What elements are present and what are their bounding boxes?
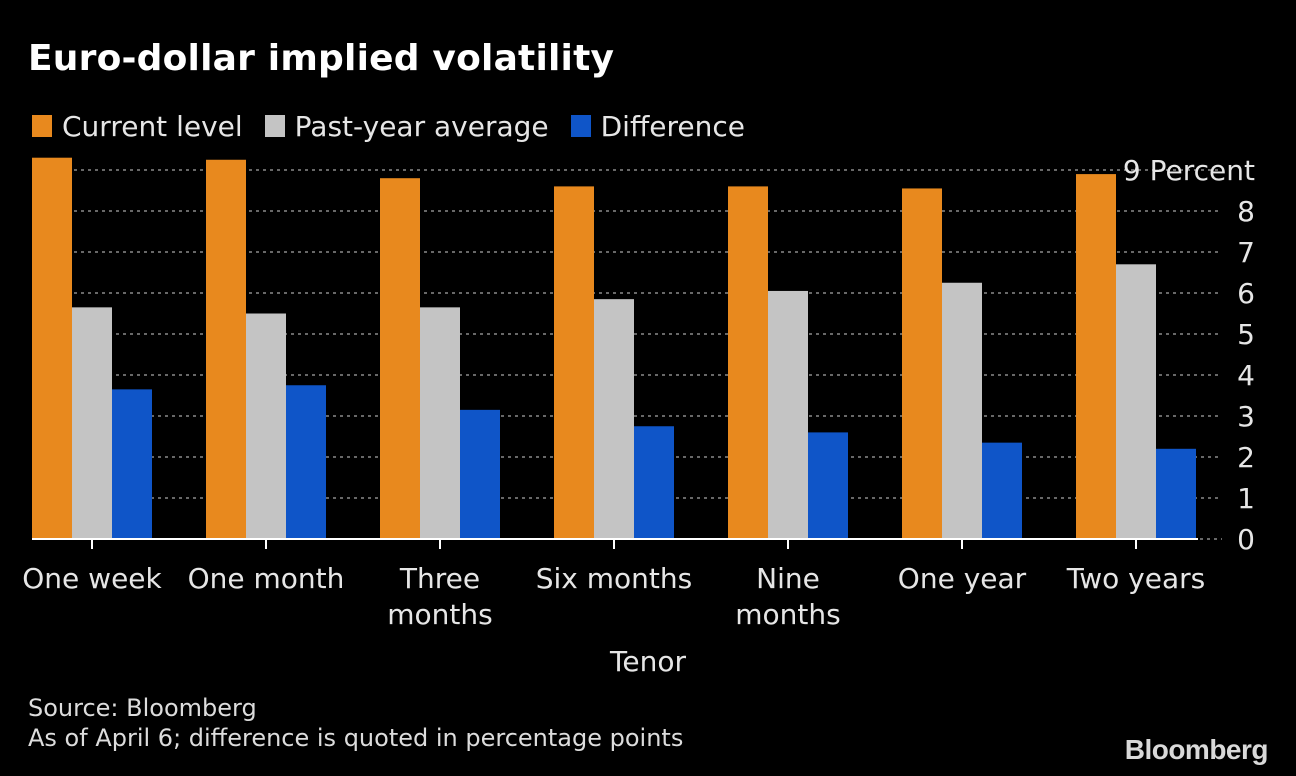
y-tick-label: 1: [1237, 482, 1255, 515]
x-tick-label: One week: [22, 562, 162, 595]
x-axis-title: Tenor: [609, 645, 686, 678]
y-tick-label: 2: [1237, 441, 1255, 474]
chart-title: Euro-dollar implied volatility: [28, 38, 615, 79]
bar-current-level: [32, 157, 72, 539]
x-tick-label: Nine: [756, 562, 820, 595]
bar-difference: [460, 409, 500, 539]
legend-item-current-level: Current level: [32, 110, 243, 143]
x-tick-label: months: [387, 598, 492, 631]
source-text: Source: Bloomberg: [28, 694, 257, 722]
chart-legend: Current level Past-year average Differen…: [32, 108, 767, 144]
legend-label-past-year-average: Past-year average: [294, 109, 549, 143]
y-tick-label: 5: [1237, 318, 1255, 351]
legend-label-current-level: Current level: [62, 109, 243, 143]
bar-past-year-average: [246, 313, 286, 539]
legend-item-difference: Difference: [570, 109, 745, 143]
bar-current-level: [380, 178, 420, 539]
x-tick-label: Three: [399, 562, 480, 595]
bar-past-year-average: [420, 307, 460, 539]
legend-swatch-current-level: [32, 115, 52, 137]
bloomberg-logo: Bloomberg: [1124, 734, 1269, 765]
bar-current-level: [206, 159, 246, 539]
bar-difference: [1156, 448, 1196, 539]
y-tick-label: 8: [1237, 195, 1255, 228]
bar-difference: [808, 432, 848, 539]
bar-difference: [982, 442, 1022, 539]
legend-swatch-difference: [570, 115, 591, 137]
bar-current-level: [902, 188, 942, 539]
bar-past-year-average: [1116, 264, 1156, 539]
y-tick-label: 3: [1237, 400, 1255, 433]
bar-difference: [112, 389, 152, 539]
x-tick-label: One year: [898, 562, 1027, 595]
bar-current-level: [1076, 174, 1116, 539]
x-tick-label: Two years: [1066, 562, 1205, 595]
bar-difference: [286, 385, 326, 539]
legend-item-past-year-average: Past-year average: [264, 109, 549, 143]
y-tick-label: 0: [1237, 523, 1255, 556]
bar-past-year-average: [72, 307, 112, 539]
footnote-text: As of April 6; difference is quoted in p…: [28, 724, 684, 752]
y-tick-label: 6: [1237, 277, 1255, 310]
y-tick-label: 7: [1237, 236, 1255, 269]
y-tick-label: 4: [1237, 359, 1255, 392]
bar-difference: [634, 426, 674, 539]
x-tick-label: One month: [188, 562, 345, 595]
bar-past-year-average: [942, 282, 982, 539]
legend-swatch-past-year-average: [264, 115, 285, 137]
x-tick-label: months: [735, 598, 840, 631]
y-tick-label: 9 Percent: [1123, 154, 1255, 187]
legend-label-difference: Difference: [600, 109, 745, 143]
bar-past-year-average: [594, 299, 634, 539]
x-tick-label: Six months: [536, 562, 693, 595]
bar-past-year-average: [768, 290, 808, 539]
bar-current-level: [728, 186, 768, 539]
bar-current-level: [554, 186, 594, 539]
